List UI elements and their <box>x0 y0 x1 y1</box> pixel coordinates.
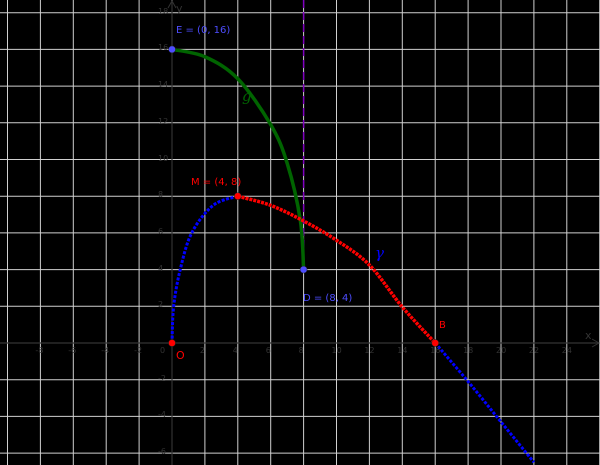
curve-gamma-red[interactable] <box>237 194 437 345</box>
x-tick-label: -6 <box>68 346 77 355</box>
point-d[interactable] <box>299 265 308 274</box>
y-tick-label: 10 <box>158 153 169 163</box>
point-o[interactable] <box>168 339 176 347</box>
y-tick-label: 2 <box>158 300 164 310</box>
y-tick-label: 12 <box>158 116 169 126</box>
x-tick-label: 18 <box>463 346 474 355</box>
points <box>168 45 439 347</box>
y-tick-label: 8 <box>158 190 164 200</box>
point-label-o: O <box>176 349 185 362</box>
x-tick-label: 10 <box>331 346 342 355</box>
x-tick-label: 2 <box>199 346 205 355</box>
x-tick-label: 8 <box>298 346 304 355</box>
curve-label-g: g <box>242 87 252 105</box>
y-tick-label: 4 <box>158 263 164 273</box>
x-tick-label: -2 <box>134 346 143 355</box>
axis-label-y: y <box>176 2 183 15</box>
x-tick-label: 0 <box>160 346 166 355</box>
x-tick-label: 22 <box>528 346 540 355</box>
point-b[interactable] <box>431 339 439 347</box>
y-axis-arrow-icon <box>167 0 177 9</box>
x-tick-label: 20 <box>496 346 507 355</box>
curves <box>170 0 536 464</box>
y-tick-label: -2 <box>158 373 166 383</box>
curve-label-gamma: γ <box>375 244 384 262</box>
y-tick-label: -4 <box>158 410 166 420</box>
y-tick-label: 6 <box>158 226 164 236</box>
x-axis-arrow-icon <box>591 338 600 348</box>
curve-g[interactable] <box>171 47 306 270</box>
x-tick-label: 4 <box>232 346 238 355</box>
point-e[interactable] <box>168 45 176 54</box>
x-tick-label: 24 <box>561 346 572 355</box>
x-tick-label: 16 <box>430 346 441 355</box>
point-label-m: M = (4, 8) <box>191 177 242 188</box>
x-tick-label: -4 <box>101 346 110 355</box>
point-label-b: B <box>439 320 446 331</box>
curve-gamma-blue-right[interactable] <box>434 342 536 464</box>
point-m[interactable] <box>234 192 242 200</box>
x-tick-label: 14 <box>397 346 408 355</box>
y-tick-label: 16 <box>158 43 169 53</box>
y-tick-label: -6 <box>158 447 166 457</box>
x-tick-label: 6 <box>265 346 271 355</box>
point-label-e: E = (0, 16) <box>176 25 231 36</box>
y-tick-label: 14 <box>158 80 169 90</box>
y-tick-label: 18 <box>158 6 169 16</box>
curve-gamma-blue-left[interactable] <box>170 194 239 344</box>
axis-label-x: x <box>585 329 592 342</box>
x-tick-label: 12 <box>364 346 375 355</box>
point-label-d: D = (8, 4) <box>303 293 353 304</box>
x-tick-label: -8 <box>35 346 44 355</box>
